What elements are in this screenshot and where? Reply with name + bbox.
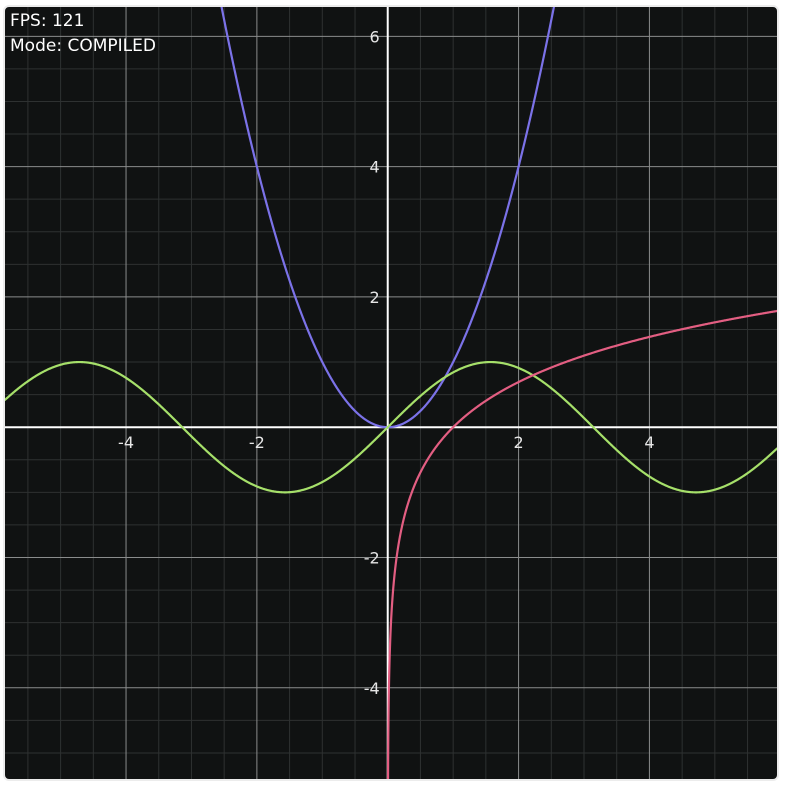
y-tick-label: 6 xyxy=(370,27,380,46)
graph-canvas-frame[interactable]: -4 -2 2 4 6 4 2 -2 -4 FPS: 121 Mode: COMPILED xyxy=(3,5,779,781)
y-tick-label: -2 xyxy=(364,548,380,567)
x-tick-label: 4 xyxy=(644,433,654,452)
x-tick-label: -2 xyxy=(249,433,265,452)
series-line-x-2 xyxy=(220,7,556,429)
y-tick-label: -4 xyxy=(364,679,380,698)
x-tick-label: 2 xyxy=(513,433,523,452)
series-line-sin-x xyxy=(5,360,777,494)
series-line-ln-x xyxy=(386,309,777,779)
y-tick-label: 2 xyxy=(370,288,380,307)
y-tick-label: 4 xyxy=(370,158,380,177)
graph-plot[interactable]: -4 -2 2 4 6 4 2 -2 -4 xyxy=(5,7,777,779)
x-tick-label: -4 xyxy=(118,433,134,452)
